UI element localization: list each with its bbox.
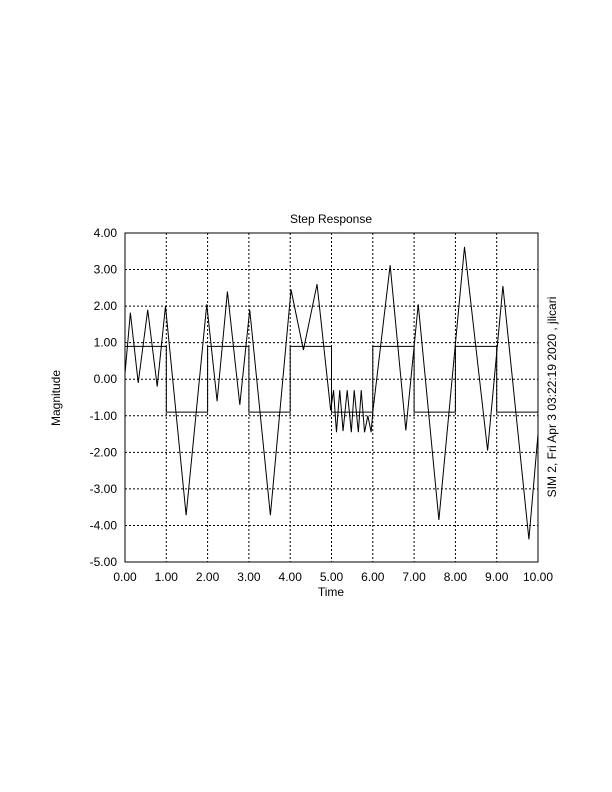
x-tick-label: 0.00: [113, 570, 137, 584]
x-tick-label: 5.00: [320, 570, 344, 584]
response-series: [124, 246, 539, 540]
y-tick-label: -3.00: [90, 482, 118, 496]
x-axis-label: Time: [318, 585, 345, 599]
y-tick-label: 3.00: [94, 263, 118, 277]
y-tick-label: -2.00: [90, 445, 118, 459]
chart-title: Step Response: [290, 212, 372, 226]
x-tick-label: 4.00: [279, 570, 303, 584]
x-tick-label: 2.00: [196, 570, 220, 584]
y-tick-label: -1.00: [90, 409, 118, 423]
y-tick-label: -5.00: [90, 555, 118, 569]
x-tick-labels: 0.00 1.00 2.00 3.00 4.00 5.00 6.00 7.00 8.00 9.00…: [113, 570, 553, 584]
y-tick-label: 4.00: [94, 226, 118, 240]
y-tick-label: 2.00: [94, 299, 118, 313]
step-input-series: [125, 345, 538, 413]
y-tick-labels: 4.00 3.00 2.00 1.00 0.00 -1.00 -2.00 -3.00 -4.00…: [90, 226, 118, 569]
x-tick-label: 1.00: [155, 570, 179, 584]
y-tick-label: 0.00: [94, 372, 118, 386]
plot-frame: [124, 232, 539, 563]
x-tick-label: 9.00: [485, 570, 509, 584]
x-tick-label: 10.00: [523, 570, 553, 584]
x-tick-label: 3.00: [237, 570, 261, 584]
y-tick-label: -4.00: [90, 518, 118, 532]
y-tick-label: 1.00: [94, 336, 118, 350]
y-axis-label: Magnitude: [49, 370, 63, 426]
x-tick-label: 6.00: [361, 570, 385, 584]
x-tick-label: 7.00: [402, 570, 426, 584]
side-label: SIM 2, Fri Apr 3 03:22:19 2020 , jlicari: [545, 297, 559, 498]
x-tick-label: 8.00: [444, 570, 468, 584]
